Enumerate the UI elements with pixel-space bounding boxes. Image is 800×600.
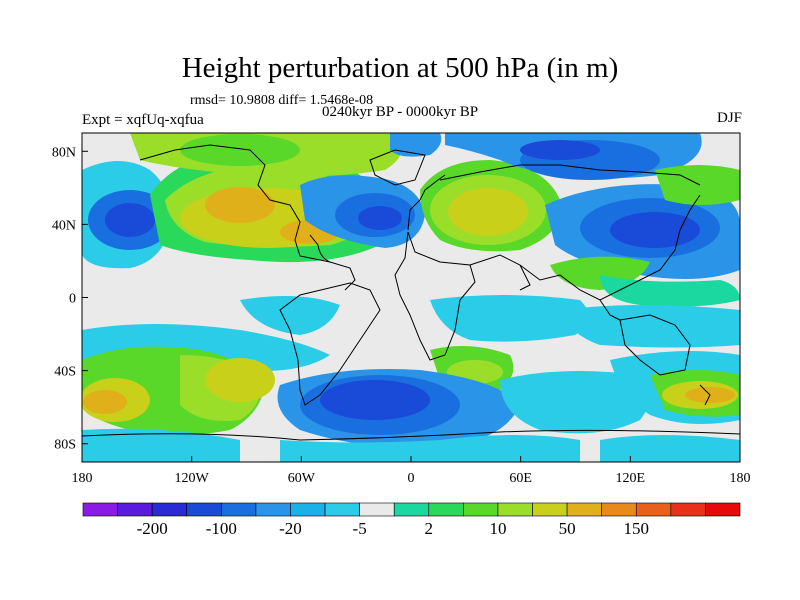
colorbar-swatch [82,502,118,517]
colorbar-label: -100 [206,519,237,538]
colorbar-label: -5 [353,519,367,538]
lat-label: 40S [54,365,76,380]
lon-label: 0 [408,471,415,486]
contour-fill [82,133,740,462]
colorbar-swatch [497,502,533,517]
coastlines [82,144,740,441]
colorbar-swatch [151,502,188,517]
colorbar: -200 -100 -20 -5 2 10 50 150 [82,502,741,538]
colorbar-label: 10 [489,519,506,538]
lat-label: 0 [69,292,76,307]
lon-label: 60E [509,471,532,486]
colorbar-swatch [117,502,153,517]
lat-axis: 80N 40N 0 40S 80S [52,145,88,453]
colorbar-label: 150 [624,519,650,538]
lon-label: 120E [616,471,646,486]
colorbar-label: -200 [137,519,168,538]
map-title: Height perturbation at 500 hPa (in m) [181,52,619,84]
colorbar-swatch [601,502,637,517]
colorbar-swatch [566,502,602,517]
colorbar-swatch [255,502,291,517]
lon-label: 180 [72,471,93,486]
stats-text: rmsd= 10.9808 diff= 1.5468e-08 [190,93,374,108]
colorbar-swatch [705,502,741,517]
colorbar-label: 50 [559,519,576,538]
lat-label: 80N [52,145,76,160]
colorbar-swatch [670,502,706,517]
lon-label: 180 [730,471,751,486]
period-label: 0240kyr BP - 0000kyr BP [322,104,479,120]
colorbar-swatch [186,502,222,517]
colorbar-swatch [359,502,395,517]
lat-label: 80S [54,438,76,453]
lon-label: 120W [175,471,210,486]
colorbar-swatch [635,502,672,517]
colorbar-label: 2 [425,519,434,538]
colorbar-swatch [428,502,464,517]
lon-label: 60W [288,471,316,486]
lat-label: 40N [52,218,76,233]
colorbar-swatch [221,502,257,517]
lon-axis: 180 120W 60W 0 60E 120E 180 [72,456,751,486]
map-plot [81,132,741,463]
colorbar-swatch [324,502,360,517]
colorbar-label: -20 [279,519,302,538]
colorbar-swatch [532,502,568,517]
colorbar-swatch [290,502,326,517]
season-label: DJF [716,110,742,126]
experiment-label: Expt = xqfUq-xqfua [82,112,204,128]
colorbar-swatch [463,502,499,517]
colorbar-swatch [393,502,430,517]
